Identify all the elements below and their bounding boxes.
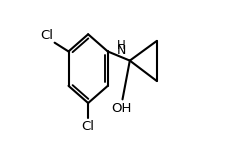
Text: Cl: Cl xyxy=(81,120,94,133)
Text: N: N xyxy=(116,44,125,57)
Text: Cl: Cl xyxy=(40,29,53,42)
Text: OH: OH xyxy=(110,102,131,115)
Text: H: H xyxy=(116,39,125,52)
